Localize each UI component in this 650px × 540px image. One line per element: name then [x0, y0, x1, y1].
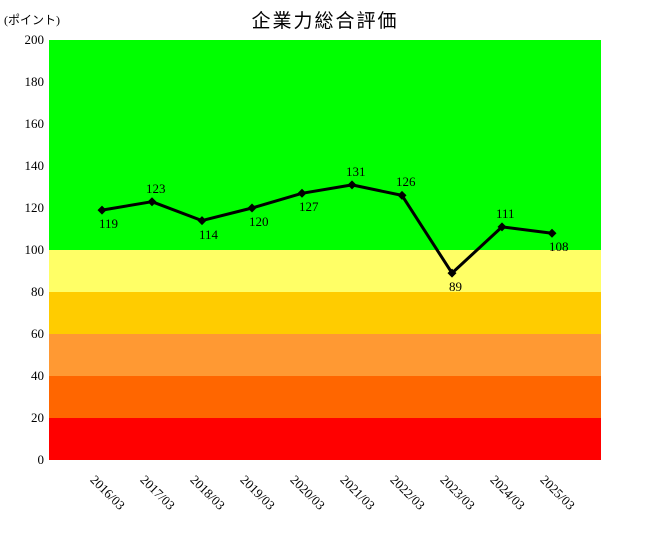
chart-title: 企業力総合評価 — [251, 11, 399, 32]
background-band — [49, 334, 601, 376]
y-tick-label: 120 — [24, 200, 45, 215]
plot-area — [49, 40, 601, 460]
x-tick-label: 2022/03 — [387, 472, 429, 513]
x-tick-label: 2024/03 — [487, 472, 529, 513]
point-value-label: 114 — [199, 226, 219, 242]
point-value-label: 131 — [346, 163, 366, 179]
point-value-label: 120 — [249, 214, 269, 229]
y-tick-label: 80 — [31, 284, 44, 299]
background-band — [49, 250, 601, 292]
y-tick-label: 100 — [24, 242, 45, 257]
y-tick-label: 180 — [24, 74, 45, 89]
x-tick-label: 2018/03 — [187, 472, 229, 513]
y-tick-label: 200 — [24, 32, 45, 47]
y-tick-label: 60 — [31, 326, 44, 341]
x-tick-label: 2017/03 — [137, 472, 179, 513]
y-tick-label: 140 — [24, 158, 45, 173]
y-axis-unit-label: (ポイント) — [4, 13, 60, 27]
y-tick-label: 0 — [37, 452, 45, 467]
point-value-label: 111 — [496, 205, 515, 221]
y-tick-label: 20 — [31, 410, 44, 425]
point-value-label: 126 — [396, 174, 416, 190]
x-tick-label: 2016/03 — [87, 472, 129, 513]
background-band — [49, 418, 601, 460]
y-tick-label: 40 — [31, 368, 44, 383]
background-band — [49, 40, 601, 250]
point-value-label: 127 — [299, 199, 319, 215]
x-tick-label: 2020/03 — [287, 472, 329, 513]
x-tick-label: 2025/03 — [537, 472, 579, 513]
background-band — [49, 292, 601, 334]
y-tick-label: 160 — [24, 116, 45, 131]
point-value-label: 119 — [99, 216, 119, 232]
background-band — [49, 376, 601, 418]
x-tick-label: 2021/03 — [337, 472, 379, 513]
x-tick-label: 2019/03 — [237, 472, 279, 513]
point-value-label: 123 — [146, 180, 166, 196]
point-value-label: 108 — [549, 239, 569, 255]
point-value-label: 89 — [449, 279, 462, 295]
x-tick-label: 2023/03 — [437, 472, 479, 513]
